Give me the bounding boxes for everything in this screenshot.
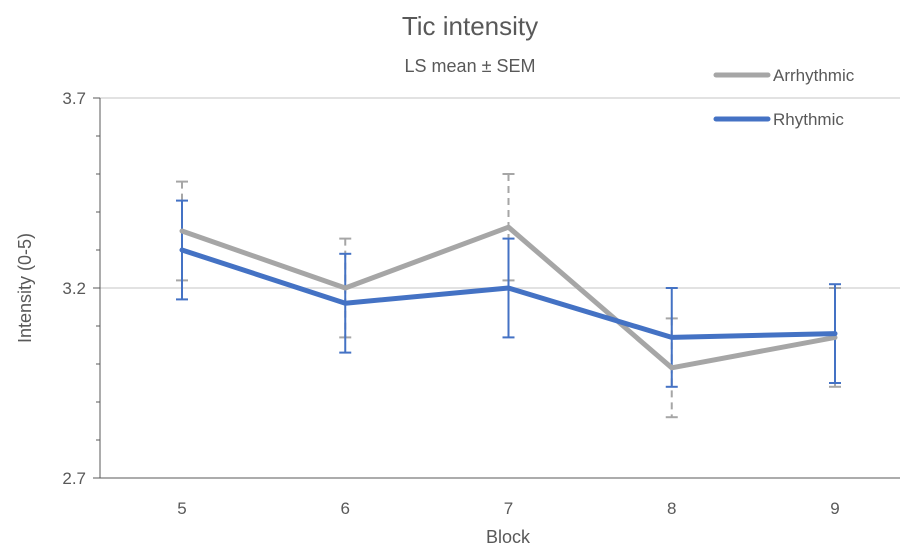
error-bars bbox=[176, 173, 841, 419]
y-tick-label: 3.7 bbox=[62, 89, 86, 108]
legend-label: Arrhythmic bbox=[773, 66, 855, 85]
y-axis-title: Intensity (0-5) bbox=[15, 233, 35, 343]
x-tick-label: 9 bbox=[830, 499, 839, 518]
axes bbox=[93, 97, 900, 479]
legend: Arrhythmic Rhythmic bbox=[713, 66, 855, 129]
x-tick-label: 7 bbox=[504, 499, 513, 518]
legend-label: Rhythmic bbox=[773, 110, 844, 129]
chart-title: Tic intensity bbox=[402, 11, 538, 41]
x-axis-title: Block bbox=[486, 527, 531, 547]
tick-labels: 2.7 3.2 3.7 5 6 7 8 9 bbox=[62, 89, 839, 518]
x-tick-label: 6 bbox=[341, 499, 350, 518]
y-tick-label: 2.7 bbox=[62, 469, 86, 488]
y-tick-label: 3.2 bbox=[62, 279, 86, 298]
series-line-arrhythmic bbox=[179, 224, 838, 371]
series-lines bbox=[179, 224, 838, 371]
x-tick-label: 8 bbox=[667, 499, 676, 518]
x-tick-label: 5 bbox=[177, 499, 186, 518]
chart-subtitle: LS mean ± SEM bbox=[405, 56, 536, 76]
series-line-rhythmic bbox=[179, 247, 838, 340]
